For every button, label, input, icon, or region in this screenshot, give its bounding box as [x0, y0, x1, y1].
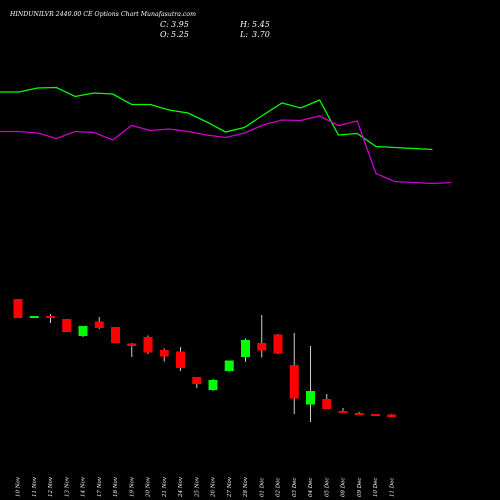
candle-down: [371, 414, 380, 416]
candle-down: [354, 413, 364, 415]
x-tick-label: 03 Dec: [292, 478, 298, 498]
candle-down: [289, 365, 299, 399]
candle-down: [176, 351, 185, 368]
x-tick-label: 12 Nov: [48, 476, 54, 497]
low-label: L:: [239, 30, 248, 39]
candle-up: [224, 360, 234, 371]
indicator-line-magenta: [0, 115, 452, 185]
high-value: 5.45: [252, 20, 270, 29]
open-value: 5.25: [171, 30, 189, 39]
x-tick-label: 09 Dec: [357, 478, 363, 498]
x-tick-label: 10 Dec: [373, 478, 379, 498]
candle-down: [192, 377, 202, 384]
indicator-line-green: [0, 86, 433, 151]
candle-down: [159, 350, 169, 357]
candle-up: [29, 316, 39, 318]
candle-down: [143, 337, 153, 353]
x-tick-label: 05 Dec: [324, 478, 330, 498]
candle-up: [208, 380, 218, 390]
high-label: H:: [239, 20, 250, 29]
candle-down: [111, 327, 120, 343]
x-tick-label: 24 Nov: [178, 476, 184, 498]
x-tick-label: 08 Dec: [341, 478, 347, 498]
x-tick-label: 10 Nov: [16, 476, 22, 497]
candle-down: [338, 411, 348, 413]
indicator-lines: [0, 86, 452, 185]
x-tick-label: 21 Nov: [162, 476, 168, 498]
open-label: O:: [160, 30, 170, 39]
candle-down: [13, 299, 23, 318]
x-tick-label: 17 Nov: [97, 476, 103, 497]
candle-up: [241, 340, 250, 357]
candle-down: [94, 321, 104, 328]
candle-up: [306, 391, 315, 405]
candle-down: [322, 399, 332, 409]
x-tick-label: 19 Nov: [129, 476, 135, 497]
close-label: C:: [160, 20, 169, 29]
x-tick-label: 18 Nov: [113, 476, 119, 497]
candle-down: [387, 414, 397, 417]
x-tick-label: 26 Nov: [211, 476, 217, 498]
candle-up: [78, 326, 88, 336]
candles-layer: [13, 299, 397, 422]
x-tick-label: 20 Nov: [146, 476, 152, 498]
candle-down: [273, 334, 283, 354]
x-tick-label: 04 Dec: [308, 478, 314, 498]
x-tick-label: 25 Nov: [194, 476, 200, 498]
x-axis-ticks: 10 Nov 11 Nov 12 Nov 13 Nov 14 Nov 17 Nov 18 N…: [16, 476, 396, 498]
x-tick-label: 27 Nov: [227, 476, 233, 498]
chart-title: HINDUNILVR 2440.00 CE Options Chart Muna…: [9, 11, 196, 18]
close-value: 3.95: [171, 20, 189, 29]
x-tick-label: 28 Nov: [243, 476, 249, 498]
candle-down: [62, 319, 72, 332]
x-tick-label: 02 Dec: [276, 478, 282, 498]
x-tick-label: 14 Nov: [81, 476, 87, 497]
x-tick-label: 11 Dec: [389, 478, 395, 498]
candle-down: [257, 343, 267, 351]
x-tick-label: 01 Dec: [259, 478, 265, 498]
candle-down: [46, 316, 55, 318]
x-tick-label: 11 Nov: [32, 476, 38, 497]
low-value: 3.70: [252, 30, 270, 39]
x-tick-label: 13 Nov: [64, 476, 70, 497]
candle-down: [127, 343, 137, 346]
